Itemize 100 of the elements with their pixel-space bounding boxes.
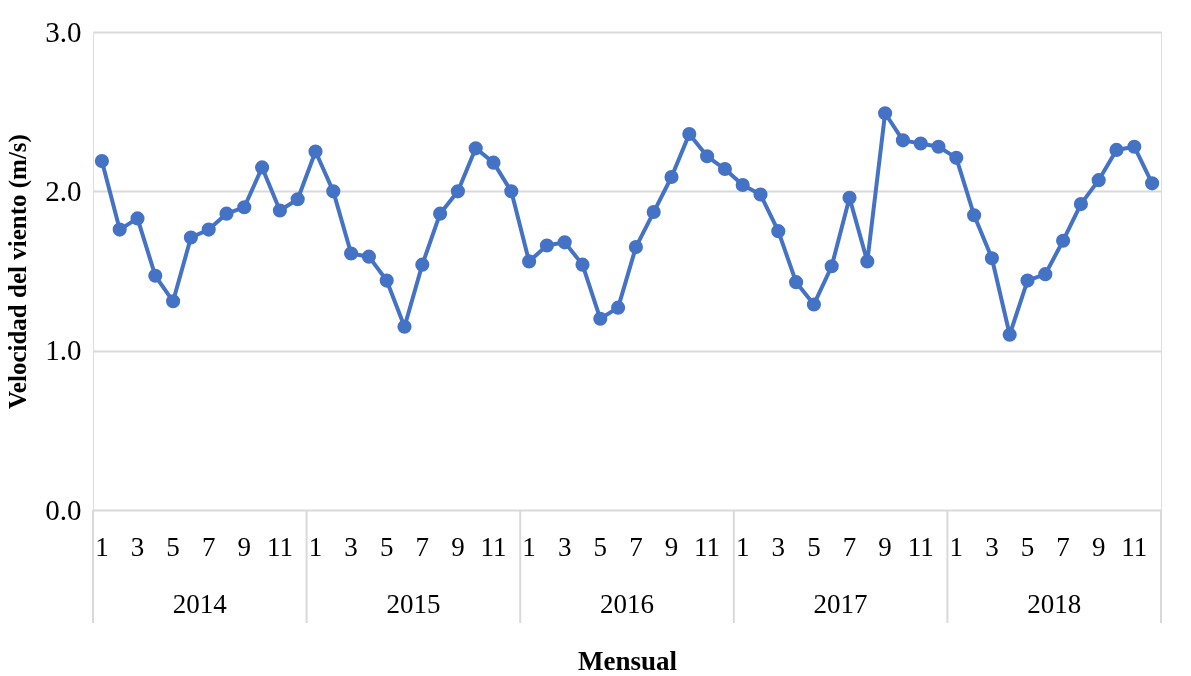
point [326,184,341,199]
x-tick-label: 7 [842,532,857,562]
point [183,230,198,245]
x-tick-label: 9 [237,532,252,562]
point [611,300,626,315]
x-tick-label: 7 [1056,532,1070,562]
point [94,154,109,169]
point [504,184,519,199]
point [112,222,127,237]
point [272,203,287,218]
point [753,187,768,202]
point [468,141,483,156]
point [717,161,732,177]
x-tick-label: 9 [451,532,465,562]
x-tick-label: 3 [771,532,786,562]
x-tick-label: 11 [266,532,293,562]
point [878,106,893,121]
point [308,144,323,159]
point [771,224,786,239]
x-tick-label: 3 [557,532,572,562]
point [1073,197,1088,212]
point [255,160,270,175]
x-axis-title: Mensual [577,645,678,676]
text: 2015 [386,589,441,619]
point [806,297,821,312]
point [486,155,501,170]
x-tick-label: 11 [694,532,721,562]
point [1127,139,1142,154]
text: 2017 [813,589,868,619]
point [290,192,305,207]
point [646,204,661,220]
point [557,235,572,250]
y-tick-label: 1.0 [45,334,82,367]
x-tick-label: 5 [593,532,608,562]
x-tick-label: 1 [949,532,964,562]
point [1020,273,1035,288]
point [913,136,928,151]
x-tick-label: 11 [1121,532,1148,562]
point [575,257,590,272]
x-tick-label: 7 [415,532,430,562]
point [130,211,145,226]
point [824,259,839,274]
y-axis-title: Velocidad del viento (m/s) [4,134,33,409]
point [166,294,181,309]
x-tick-label: 3 [344,532,358,562]
point [949,150,964,165]
x-tick-label: 7 [201,532,216,562]
text: 2018 [1027,589,1082,619]
point [593,311,608,326]
point [664,169,679,185]
x-tick-label: 5 [807,532,821,562]
point [628,240,643,255]
point [842,190,857,205]
point [700,149,715,164]
x-tick-label: 11 [480,532,507,562]
point [984,251,999,266]
point [450,184,465,199]
point [344,246,359,261]
text: 2016 [600,589,654,619]
point [931,139,946,154]
point [522,254,537,269]
x-tick-label: 1 [735,532,750,562]
point [895,133,910,148]
point [1091,173,1106,188]
point [789,275,804,290]
point [682,126,697,142]
x-tick-label: 9 [664,532,679,562]
point [219,206,234,221]
x-tick-label: 3 [985,532,999,562]
y-tick-label: 3.0 [45,15,82,48]
point [1145,176,1160,191]
point [361,249,376,264]
x-tick-label: 9 [1091,532,1106,562]
x-tick-label: 5 [166,532,180,562]
point [433,206,448,221]
y-tick-label: 2.0 [45,174,82,207]
point [201,222,216,237]
point [379,273,394,288]
point [1002,327,1017,342]
point [397,319,412,334]
x-tick-label: 1 [95,532,109,562]
x-tick-label: 7 [629,532,643,562]
x-tick-label: 9 [878,532,892,562]
point [860,254,875,269]
x-tick-label: 5 [379,532,394,562]
x-tick-label: 1 [308,532,323,562]
x-tick-label: 1 [522,532,536,562]
point [539,238,554,253]
x-tick-label: 5 [1020,532,1035,562]
point [415,257,430,272]
point [148,268,163,283]
point [1038,267,1053,282]
y-tick-label: 0.0 [45,493,82,526]
x-tick-label: 11 [907,532,934,562]
text: 2014 [172,589,228,619]
point [735,177,750,193]
point [1109,142,1124,157]
point [967,208,982,223]
x-tick-label: 3 [130,532,145,562]
point [237,200,252,215]
